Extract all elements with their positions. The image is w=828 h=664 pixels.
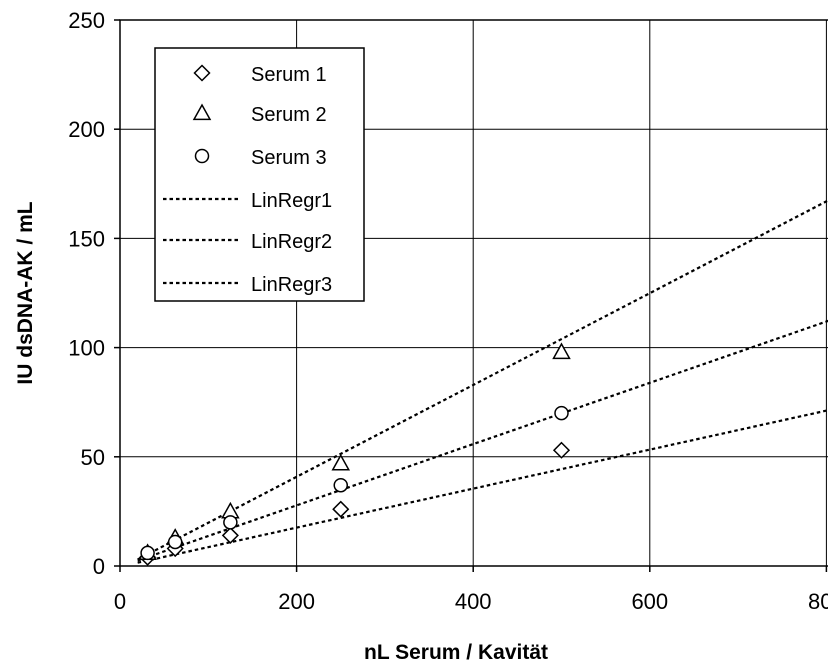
legend-marker-serum-3 <box>194 148 210 164</box>
y-tick-label: 150 <box>68 226 105 251</box>
x-tick-label: 600 <box>631 589 668 614</box>
regression-line <box>137 319 828 562</box>
serum-2-point <box>331 453 351 471</box>
legend-label: Serum 2 <box>251 104 327 126</box>
legend: Serum 1 Serum 2 Serum 3 LinRegr1 LinRegr2 Lin… <box>154 47 365 302</box>
plot-area-frame <box>119 19 828 567</box>
serum-3-point <box>554 405 569 421</box>
y-tick-label: 250 <box>68 8 105 33</box>
y-tick-label: 100 <box>68 336 105 361</box>
serum-3-point <box>140 545 155 561</box>
serum-1-point <box>552 441 571 459</box>
data-markers <box>138 342 571 566</box>
x-tick-label: 200 <box>278 589 315 614</box>
legend-label: Serum 1 <box>251 64 327 86</box>
x-axis: 02004006008001000 <box>114 566 828 614</box>
legend-label: LinRegr3 <box>251 274 332 296</box>
serum-1-point <box>332 500 350 518</box>
regression-lines <box>137 199 828 564</box>
legend-marker-serum-1 <box>193 64 211 82</box>
y-axis-title: IU dsDNA-AK / mL <box>14 201 37 384</box>
regression-line <box>137 199 828 561</box>
x-tick-label: 0 <box>114 589 126 614</box>
legend-label: LinRegr1 <box>251 190 332 212</box>
legend-label: Serum 3 <box>251 147 327 169</box>
legend-box <box>154 47 365 302</box>
y-tick-label: 0 <box>93 554 105 579</box>
serum-2-point <box>552 342 571 360</box>
x-tick-label: 800 <box>808 589 828 614</box>
serum-3-point <box>333 477 348 493</box>
x-tick-label: 400 <box>455 589 492 614</box>
serum-1-point <box>221 526 239 544</box>
serum-3-point <box>223 515 238 530</box>
y-axis: 0 50 100 150 200 250 <box>68 8 120 579</box>
regression-line <box>137 409 828 564</box>
y-tick-label: 50 <box>81 445 105 470</box>
serum-3-point <box>167 534 183 550</box>
y-tick-label: 200 <box>68 117 105 142</box>
legend-marker-serum-2 <box>192 103 212 121</box>
x-axis-title: nL Serum / Kavität <box>364 641 548 664</box>
legend-label: LinRegr2 <box>251 231 332 253</box>
